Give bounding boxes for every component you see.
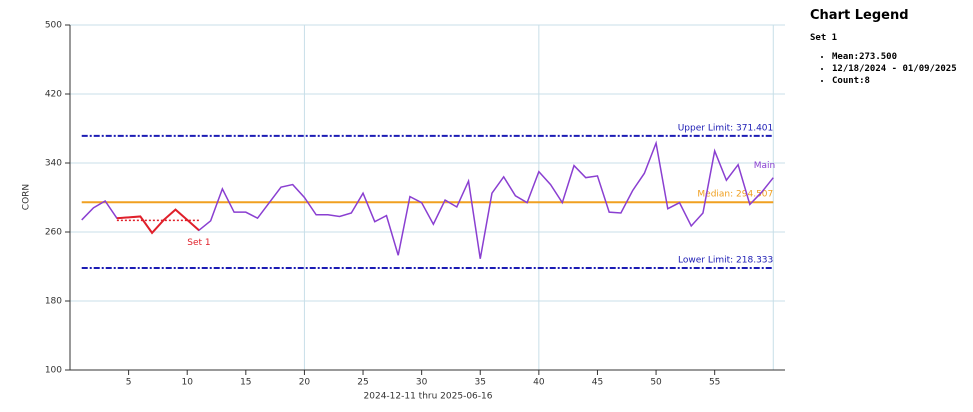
x-tick-label: 30: [416, 378, 428, 388]
chart: CORN 2024-12-11 thru 2025-06-16 100 180 26…: [22, 21, 785, 402]
legend: Chart Legend Set 1 Mean:273.500 12/18/20…: [810, 8, 973, 87]
legend-item: Mean:273.500: [832, 51, 973, 63]
x-tick-label: 5: [126, 378, 132, 388]
x-tick-label: 15: [240, 378, 251, 388]
y-tick-label: 420: [45, 90, 62, 100]
y-tick-label: 500: [45, 21, 62, 31]
y-axis-label: CORN: [22, 184, 32, 210]
x-tick-label: 10: [181, 378, 193, 388]
legend-item: 12/18/2024 - 01/09/2025: [832, 63, 973, 75]
limit-label: Median: 294.507: [697, 190, 773, 200]
x-tick-label: 40: [533, 378, 545, 388]
limit-label: Upper Limit: 371.401: [678, 123, 774, 133]
legend-title: Chart Legend: [810, 8, 909, 23]
legend-item: Count:8: [832, 75, 973, 87]
series-line: [81, 140, 774, 259]
x-axis-label: 2024-12-11 thru 2025-06-16: [364, 392, 493, 402]
series-label: Set 1: [187, 238, 210, 248]
y-tick-label: 340: [45, 159, 62, 169]
x-tick-label: 35: [475, 378, 486, 388]
y-tick-label: 100: [45, 366, 62, 376]
legend-set: Set 1: [810, 33, 838, 43]
legend-list: Mean:273.500 12/18/2024 - 01/09/2025 Cou…: [810, 51, 973, 87]
x-tick-label: 25: [357, 378, 368, 388]
y-tick-label: 260: [45, 228, 62, 238]
series-label: Main: [754, 161, 776, 171]
x-tick-label: 50: [650, 378, 662, 388]
series-line: [116, 208, 200, 235]
x-tick-label: 20: [299, 378, 311, 388]
limit-label: Lower Limit: 218.333: [678, 255, 773, 265]
x-tick-label: 45: [592, 378, 603, 388]
y-tick-label: 180: [45, 297, 62, 307]
x-tick-label: 55: [709, 378, 720, 388]
